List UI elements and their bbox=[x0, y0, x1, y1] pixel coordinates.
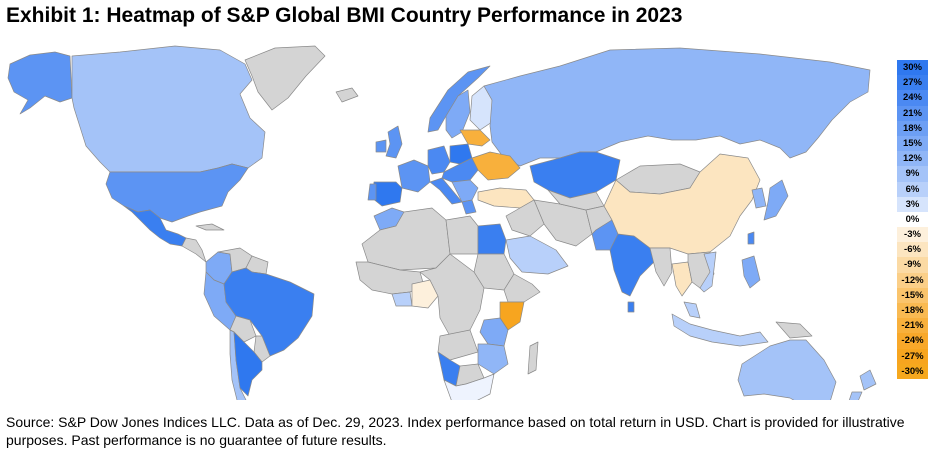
country-korea bbox=[751, 187, 767, 209]
country-angola bbox=[437, 329, 479, 361]
legend-cell: 3% bbox=[897, 196, 928, 212]
country-madagascar bbox=[527, 341, 539, 375]
country-south-africa bbox=[443, 373, 495, 400]
country-belarus-baltics bbox=[459, 129, 491, 147]
legend-cell: 27% bbox=[897, 75, 928, 91]
legend-cell: 21% bbox=[897, 105, 928, 121]
country-zambia-mozambique bbox=[477, 343, 509, 375]
legend-cell: -3% bbox=[897, 227, 928, 243]
legend-cell: 18% bbox=[897, 120, 928, 136]
legend-cell: -18% bbox=[897, 303, 928, 319]
country-indonesia bbox=[671, 313, 769, 347]
country-ukraine bbox=[471, 151, 521, 181]
country-thailand bbox=[671, 261, 693, 297]
country-new-guinea bbox=[775, 321, 813, 339]
legend-cell: 6% bbox=[897, 181, 928, 197]
country-vietnam bbox=[699, 251, 717, 293]
country-portugal bbox=[367, 183, 377, 201]
legend-cell: -12% bbox=[897, 272, 928, 288]
country-china bbox=[603, 153, 761, 255]
country-norway bbox=[427, 65, 491, 133]
country-nigeria bbox=[411, 279, 439, 309]
world-heatmap bbox=[7, 45, 877, 400]
country-argentina bbox=[233, 331, 263, 397]
legend-cell: -15% bbox=[897, 287, 928, 303]
legend-cell: 30% bbox=[897, 60, 928, 76]
country-philippines bbox=[741, 255, 761, 289]
legend-cell: 12% bbox=[897, 151, 928, 167]
legend-cell: -27% bbox=[897, 348, 928, 364]
legend-cell: -9% bbox=[897, 257, 928, 273]
country-myanmar bbox=[649, 247, 673, 287]
country-japan bbox=[763, 179, 789, 221]
country-australia bbox=[737, 339, 837, 400]
country-greenland bbox=[244, 45, 326, 111]
country-saudi-arabia bbox=[505, 235, 569, 275]
legend: 30% 27% 24% 21% 18% 15% 12% 9% 6% 3% 0% -3% -6% -9% -1… bbox=[897, 60, 928, 379]
country-ireland bbox=[375, 139, 387, 153]
country-sweden bbox=[445, 89, 471, 139]
country-kazakhstan bbox=[529, 151, 621, 199]
country-taiwan bbox=[747, 231, 755, 245]
legend-cell: -6% bbox=[897, 242, 928, 258]
legend-cell: -24% bbox=[897, 333, 928, 349]
source-note: Source: S&P Dow Jones Indices LLC. Data … bbox=[6, 414, 905, 448]
country-alaska bbox=[7, 51, 73, 115]
legend-cell: 15% bbox=[897, 135, 928, 152]
country-sri-lanka bbox=[627, 301, 635, 313]
country-usa bbox=[105, 163, 249, 223]
country-france bbox=[397, 159, 431, 193]
country-russia bbox=[483, 47, 871, 167]
country-paraguay-uruguay bbox=[253, 335, 271, 363]
country-iraq-syria bbox=[505, 199, 545, 237]
country-balkans bbox=[451, 179, 479, 203]
country-cuba bbox=[195, 223, 225, 231]
legend-cell: 9% bbox=[897, 166, 928, 182]
country-iceland bbox=[335, 87, 359, 103]
country-egypt bbox=[477, 223, 507, 255]
country-libya bbox=[445, 215, 479, 255]
legend-cell: 0% bbox=[897, 211, 928, 228]
country-spain bbox=[371, 181, 403, 207]
legend-cell: -30% bbox=[897, 363, 928, 379]
legend-cell: 24% bbox=[897, 90, 928, 106]
country-uk bbox=[385, 125, 403, 159]
country-central-europe bbox=[441, 157, 479, 183]
chart-title: Exhibit 1: Heatmap of S&P Global BMI Cou… bbox=[6, 4, 683, 27]
country-new-zealand bbox=[848, 369, 877, 400]
country-canada bbox=[71, 45, 266, 173]
country-greece bbox=[461, 199, 477, 215]
country-central-africa bbox=[419, 253, 485, 337]
country-ghana-ivory-coast bbox=[391, 291, 413, 307]
legend-cell: -21% bbox=[897, 318, 928, 334]
country-central-america bbox=[181, 237, 207, 263]
country-malaysia bbox=[683, 301, 701, 319]
country-germany bbox=[427, 145, 451, 175]
